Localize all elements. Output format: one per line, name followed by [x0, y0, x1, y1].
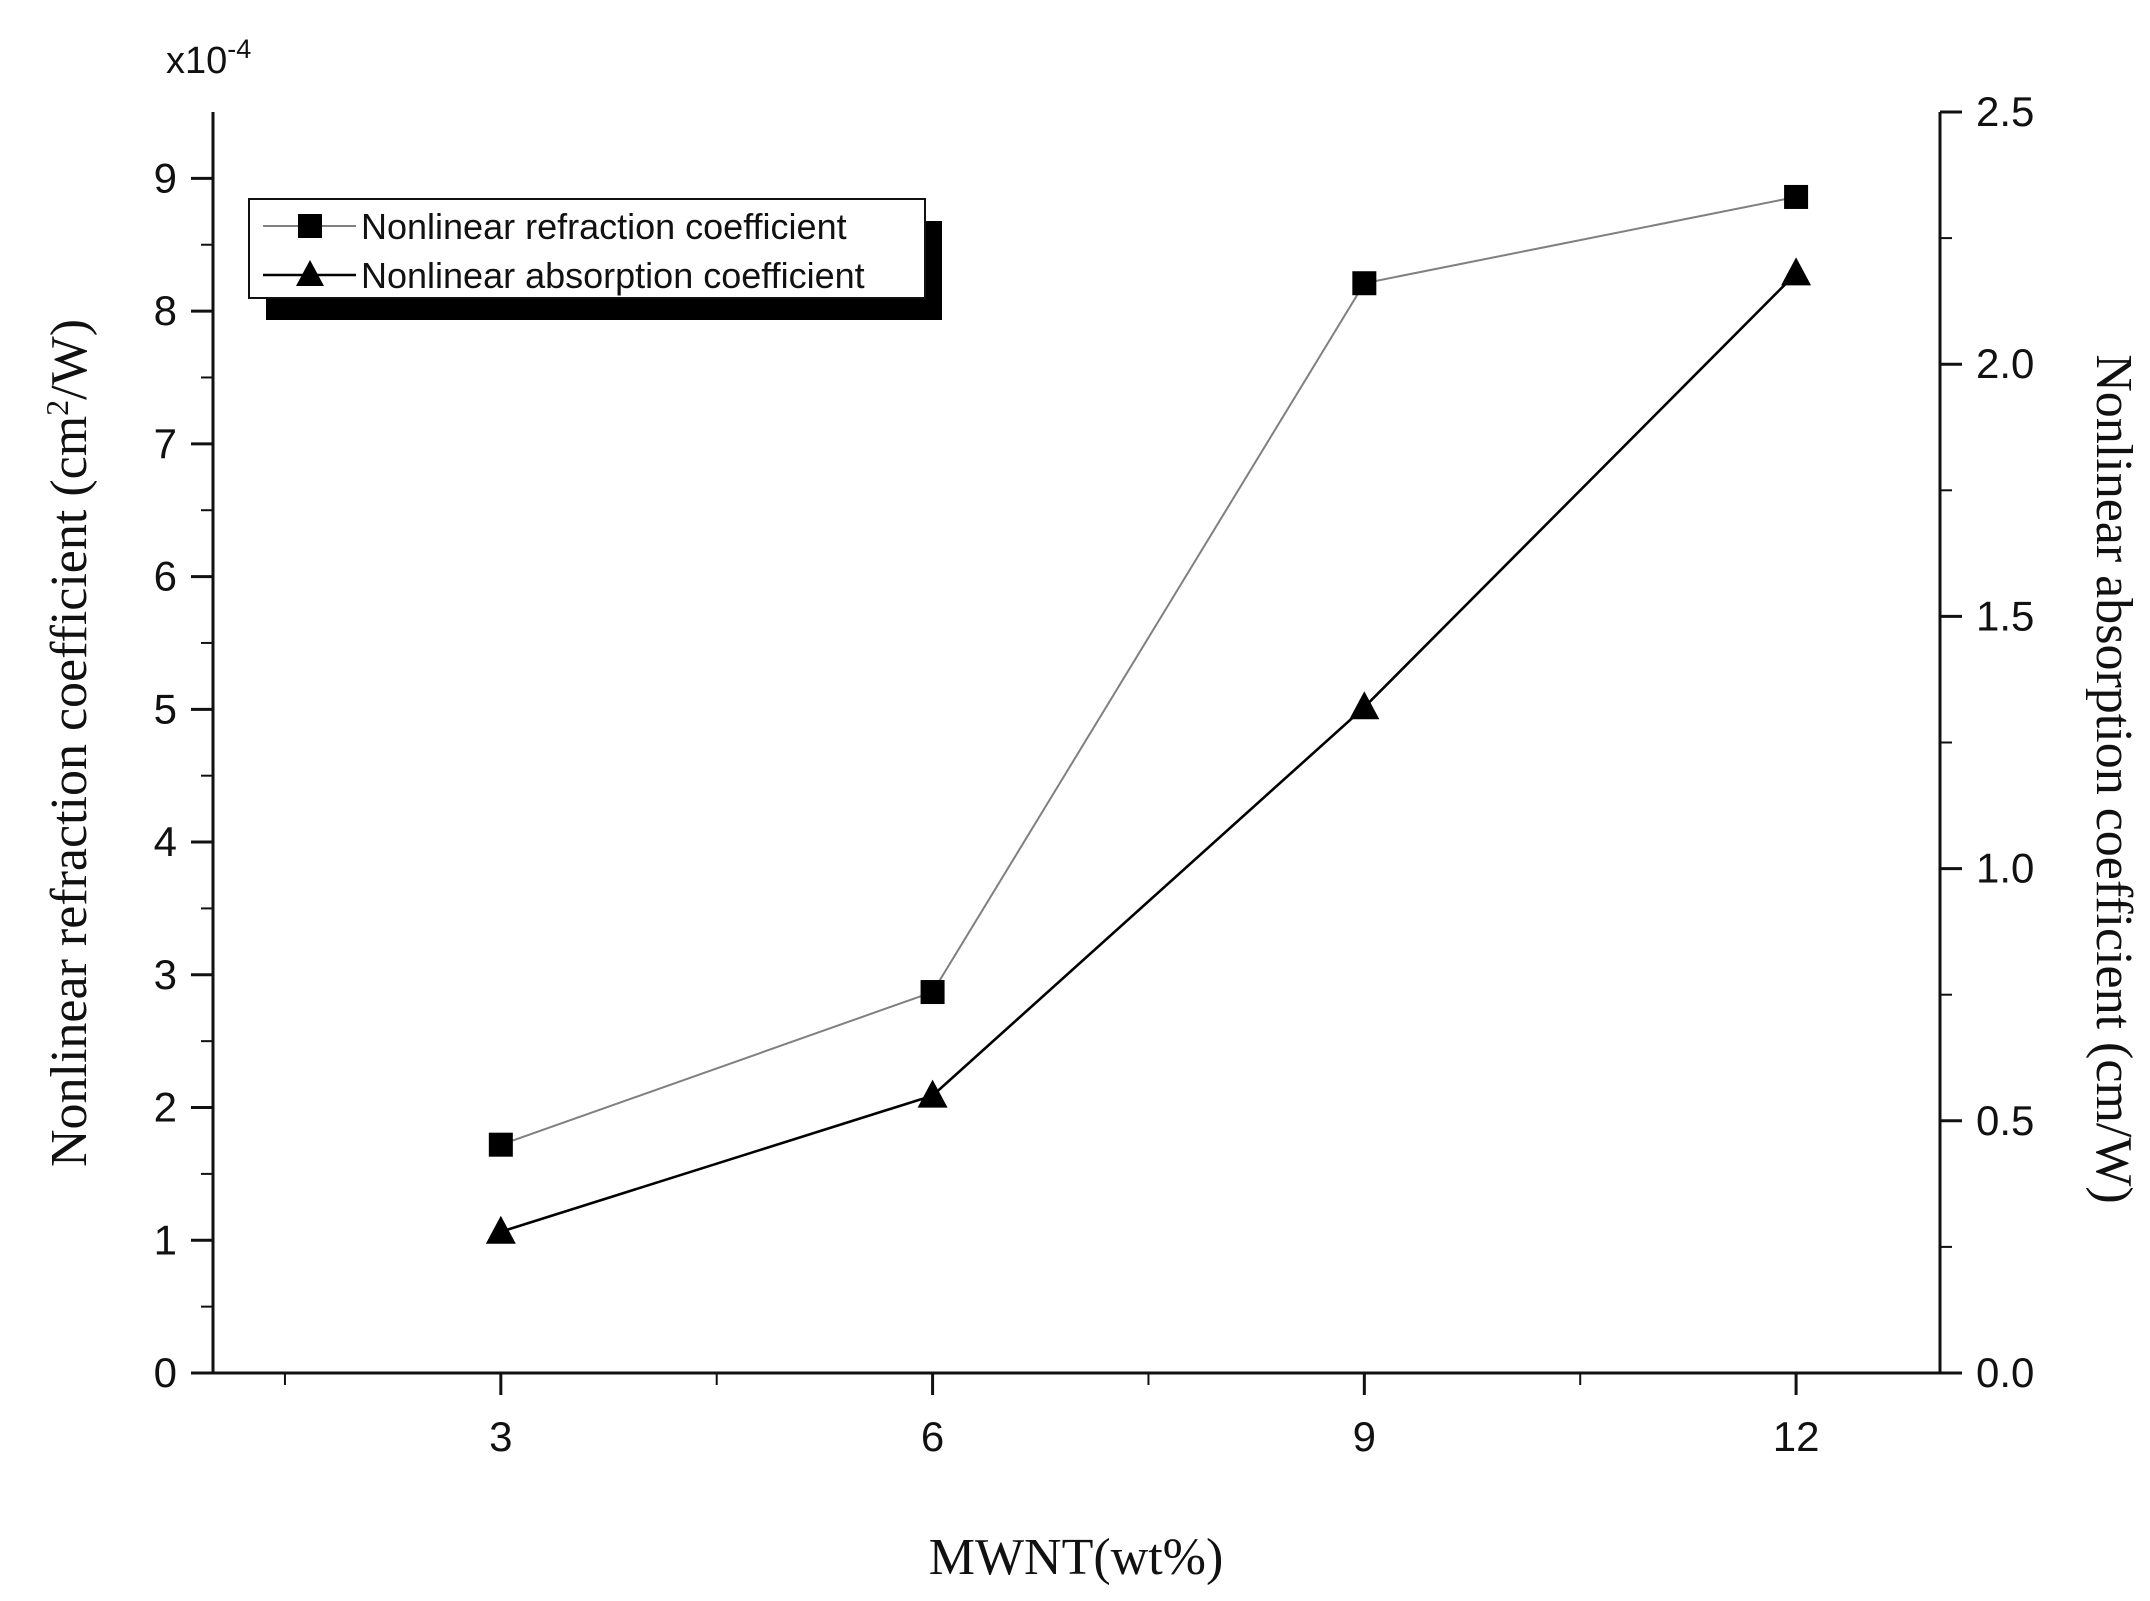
right-axis-ticks: 0.0 0.5 1.0 1.5 2.0 2.5	[1940, 88, 2034, 1396]
legend: Nonlinear refraction coefficient Nonlinea…	[248, 198, 942, 320]
left-tick-label-5: 5	[154, 685, 177, 732]
left-tick-label-6: 6	[154, 553, 177, 600]
x-axis-ticks: 3 6 9 12	[283, 1373, 1820, 1460]
left-tick-label-7: 7	[154, 420, 177, 467]
left-tick-label-2: 2	[154, 1084, 177, 1131]
refraction-point-3	[488, 1132, 513, 1157]
absorption-series-line	[500, 272, 1798, 1234]
absorption-legend-label: Nonlinear absorption coefficient	[361, 255, 865, 296]
left-axis-title-suffix: /W)	[41, 319, 98, 400]
left-tick-label-4: 4	[154, 818, 177, 865]
left-tick-label-0: 0	[154, 1349, 177, 1396]
left-tick-label-8: 8	[154, 287, 177, 334]
left-axis-multiplier: x10-4	[166, 34, 251, 82]
legend-items: Nonlinear refraction coefficient Nonlinea…	[263, 206, 865, 296]
x-tick-label-12: 12	[1773, 1413, 1820, 1460]
right-tick-label-0.0: 0.0	[1976, 1349, 2034, 1396]
left-tick-label-1: 1	[154, 1216, 177, 1263]
left-axis-title: Nonlinear refraction coefficient (cm2/W)	[39, 319, 98, 1167]
left-axis-ticks: 0 1 2 3 4 5 6 7 8 9	[154, 154, 213, 1396]
right-tick-label-1.5: 1.5	[1976, 592, 2034, 639]
left-tick-label-9: 9	[154, 154, 177, 201]
refraction-legend-marker	[298, 214, 322, 238]
refraction-series-line	[500, 195, 1797, 1146]
absorption-legend-marker	[296, 260, 324, 286]
x-tick-label-9: 9	[1353, 1413, 1376, 1460]
refraction-point-12	[1784, 184, 1809, 209]
right-axis-title: Nonlinear absorption coefficient (cm/W)	[2085, 354, 2142, 1204]
left-axis-title-prefix: Nonlinear refraction coefficient (cm	[41, 416, 98, 1167]
absorption-point-3	[485, 1215, 516, 1244]
left-axis-multiplier-base: x10	[166, 40, 227, 82]
right-tick-label-0.5: 0.5	[1976, 1097, 2034, 1144]
right-tick-label-2.0: 2.0	[1976, 340, 2034, 387]
refraction-point-9	[1352, 271, 1377, 296]
right-tick-label-2.5: 2.5	[1976, 88, 2034, 135]
series-layer	[485, 184, 1812, 1244]
legend-box	[248, 198, 926, 299]
left-tick-label-3: 3	[154, 951, 177, 998]
left-axis-multiplier-exponent: -4	[227, 34, 251, 64]
left-axis-title-superscript: 2	[39, 400, 75, 416]
x-tick-label-3: 3	[489, 1413, 512, 1460]
x-axis-title: MWNT(wt%)	[929, 1529, 1224, 1586]
refraction-legend-label: Nonlinear refraction coefficient	[361, 206, 847, 247]
absorption-point-6	[917, 1079, 948, 1108]
right-tick-label-1.0: 1.0	[1976, 845, 2034, 892]
absorption-point-12	[1781, 257, 1812, 286]
x-tick-label-6: 6	[921, 1413, 944, 1460]
refraction-point-6	[920, 980, 945, 1005]
absorption-point-9	[1349, 691, 1380, 720]
